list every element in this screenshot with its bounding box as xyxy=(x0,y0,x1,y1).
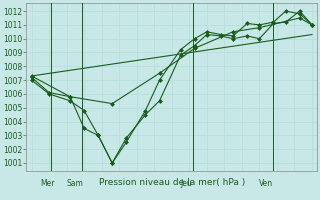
Text: Sam: Sam xyxy=(67,179,84,188)
Text: Jeu: Jeu xyxy=(180,179,192,188)
Text: Ven: Ven xyxy=(260,179,274,188)
X-axis label: Pression niveau de la mer( hPa ): Pression niveau de la mer( hPa ) xyxy=(99,178,245,187)
Text: Mer: Mer xyxy=(40,179,55,188)
